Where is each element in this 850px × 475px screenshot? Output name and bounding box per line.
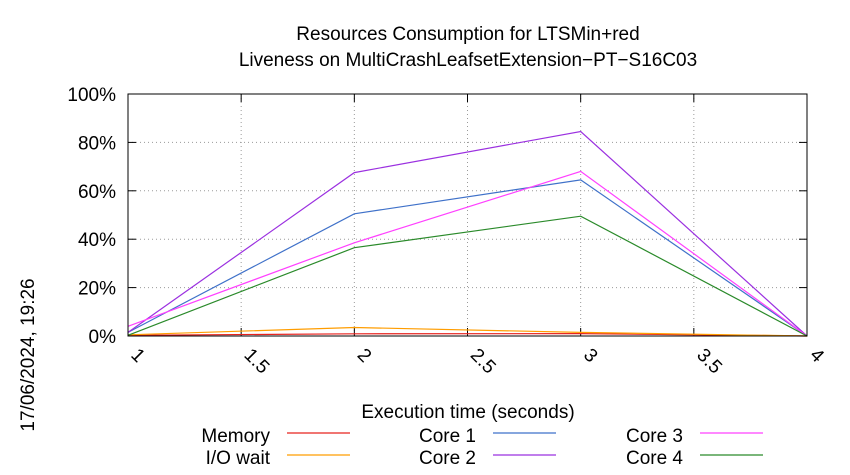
plot-grid: [127, 93, 808, 337]
x-tick-label: 1.5: [240, 345, 274, 379]
series-line-core-1: [127, 179, 808, 337]
y-tick-label: 80%: [78, 133, 116, 154]
series-line-core-4: [127, 215, 808, 337]
chart-title-line2: Liveness on MultiCrashLeafsetExtension−P…: [239, 50, 697, 71]
y-tick-label: 20%: [78, 279, 116, 300]
side-timestamp-label: 17/06/2024, 19:26: [18, 278, 39, 431]
series-line-core-2: [127, 130, 808, 337]
chart-title-line1: Resources Consumption for LTSMin+red: [296, 24, 639, 45]
legend-label-memory: Memory: [201, 426, 270, 447]
legend-label-i-o-wait: I/O wait: [206, 448, 271, 469]
y-axis: 0% 20% 40% 60% 80% 100%: [67, 85, 807, 348]
series-lines: [127, 130, 808, 337]
x-tick-label: 3.5: [692, 345, 726, 379]
series-line-core-3: [127, 170, 808, 337]
x-tick-label: 1: [126, 345, 148, 367]
x-tick-label: 2.5: [466, 345, 500, 379]
y-tick-label: 60%: [78, 182, 116, 203]
y-tick-label: 40%: [78, 230, 116, 251]
x-axis-label: Execution time (seconds): [361, 402, 574, 423]
y-tick-label: 0%: [89, 327, 117, 348]
y-tick-label: 100%: [67, 85, 116, 106]
legend-label-core-2: Core 2: [419, 448, 476, 469]
legend-label-core-1: Core 1: [419, 426, 476, 447]
legend-label-core-3: Core 3: [626, 426, 683, 447]
x-tick-label: 2: [353, 345, 375, 367]
plot-frame: [127, 93, 808, 337]
legend-label-core-4: Core 4: [626, 448, 683, 469]
x-tick-label: 4: [805, 345, 828, 368]
series-line-i-o-wait: [127, 326, 808, 337]
x-tick-label: 3: [579, 345, 601, 367]
